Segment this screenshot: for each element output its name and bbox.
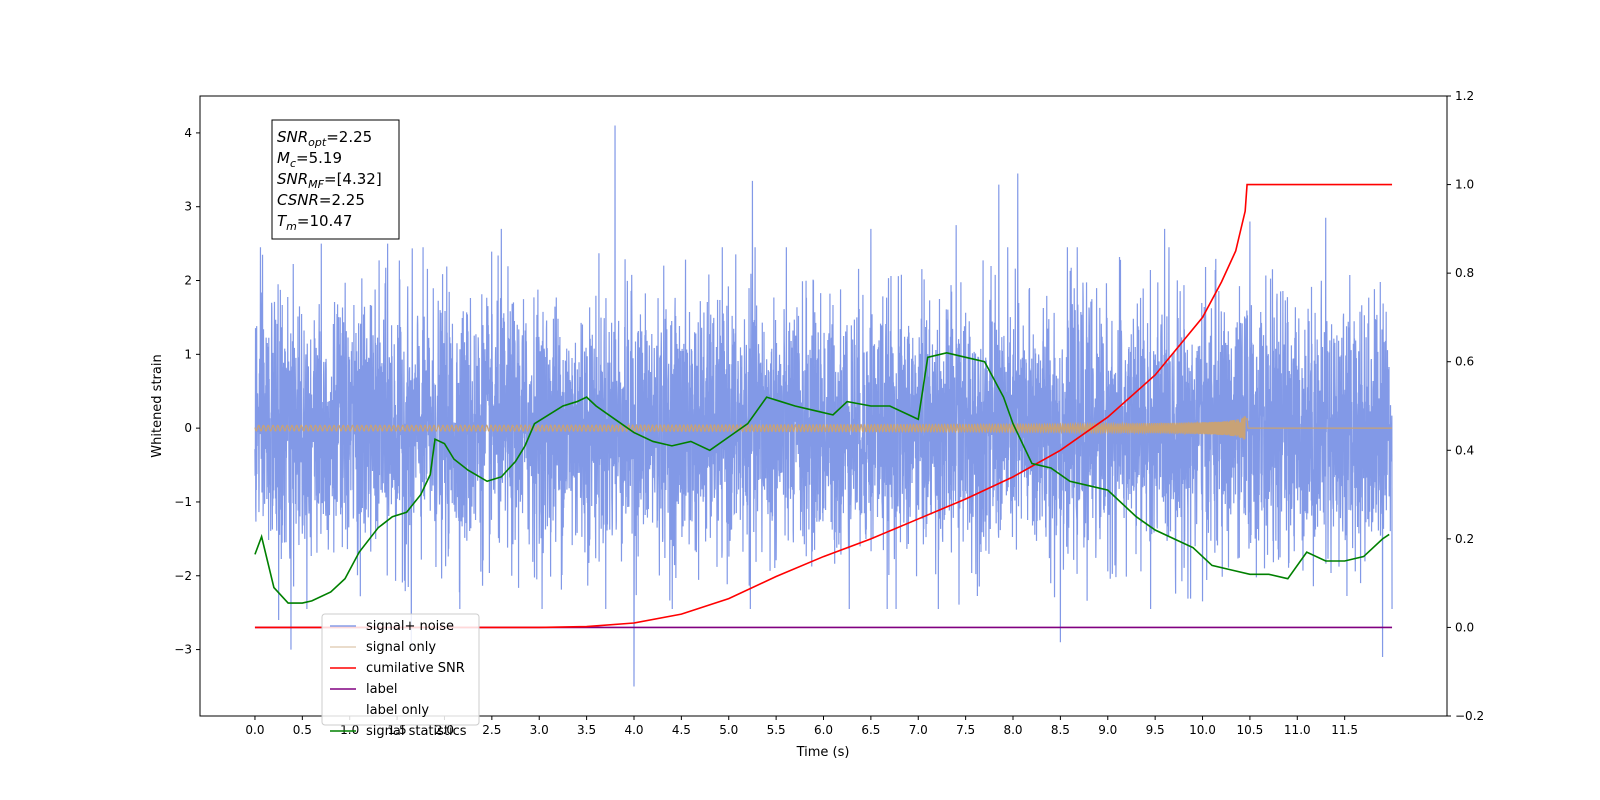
annotation-line: CSNR=2.25 bbox=[277, 191, 365, 209]
x-tick-label: 5.5 bbox=[767, 723, 786, 737]
series-signal-noise-line bbox=[254, 125, 1393, 687]
legend-label-label: label bbox=[366, 682, 397, 697]
annotation-line: SNRopt=2.25 bbox=[277, 128, 372, 149]
y2-tick-label: 1.0 bbox=[1455, 178, 1474, 192]
y-tick-label: 0 bbox=[184, 421, 192, 435]
legend-frame bbox=[321, 613, 480, 726]
x-tick-label: 11.0 bbox=[1284, 723, 1311, 737]
x-axis-label: Time (s) bbox=[796, 745, 850, 760]
x-tick-label: 7.5 bbox=[956, 723, 975, 737]
y2-tick-label: 0.2 bbox=[1455, 532, 1474, 546]
legend-label-signal-only: signal only bbox=[366, 640, 436, 655]
y2-tick-label: 1.2 bbox=[1455, 89, 1474, 103]
x-tick-label: 0.5 bbox=[293, 723, 312, 737]
x-tick-label: 6.0 bbox=[814, 723, 833, 737]
legend-label-label-only: label only bbox=[366, 703, 429, 718]
legend-label-cumilative-snr: cumilative SNR bbox=[366, 661, 465, 676]
x-axis: 0.0 0.5 1.0 1.5 2.0 2.5 3.0 3.5 4.0 4.5 5.0 5.5 6.0 6… bbox=[245, 716, 1358, 737]
x-tick-label: 3.5 bbox=[577, 723, 596, 737]
y-tick-label: −2 bbox=[174, 569, 192, 583]
x-tick-label: 9.0 bbox=[1098, 723, 1117, 737]
x-tick-label: 3.0 bbox=[530, 723, 549, 737]
y-tick-label: −3 bbox=[174, 643, 192, 657]
y-axis-label: Whitened strain bbox=[150, 354, 165, 457]
x-tick-label: 1.5 bbox=[388, 723, 407, 737]
y2-tick-label: −0.2 bbox=[1455, 709, 1484, 723]
x-tick-label: 7.0 bbox=[909, 723, 928, 737]
x-tick-label: 0.0 bbox=[245, 723, 264, 737]
legend-label-signal-statistics: signal statistics bbox=[366, 724, 467, 739]
x-tick-label: 2.0 bbox=[435, 723, 454, 737]
x-tick-label: 6.5 bbox=[861, 723, 880, 737]
x-tick-label: 2.5 bbox=[482, 723, 501, 737]
x-tick-label: 8.0 bbox=[1003, 723, 1022, 737]
y-tick-label: 1 bbox=[184, 347, 192, 361]
x-tick-label: 8.5 bbox=[1051, 723, 1070, 737]
annotation-line: Mc=5.19 bbox=[277, 149, 342, 170]
y-tick-label: 3 bbox=[184, 200, 192, 214]
y2-tick-label: 0.4 bbox=[1455, 443, 1474, 457]
y-tick-label: −1 bbox=[174, 495, 192, 509]
y-tick-label: 4 bbox=[184, 126, 192, 140]
x-tick-label: 1.0 bbox=[340, 723, 359, 737]
x-tick-label: 4.5 bbox=[672, 723, 691, 737]
annotation-frame bbox=[271, 119, 400, 240]
legend: signal+ noise signal only cumilative SNR la… bbox=[321, 613, 480, 739]
x-tick-label: 11.5 bbox=[1331, 723, 1358, 737]
legend-label-signal-noise: signal+ noise bbox=[366, 619, 454, 634]
y-axis-right: −0.2 0.0 0.2 0.4 0.6 0.8 1.0 1.2 bbox=[1447, 89, 1484, 723]
y2-tick-label: 0.8 bbox=[1455, 266, 1474, 280]
y2-tick-label: 0.0 bbox=[1455, 620, 1474, 634]
x-tick-label: 4.0 bbox=[624, 723, 643, 737]
y-tick-label: 2 bbox=[184, 274, 192, 288]
series-signal-only-line bbox=[254, 416, 1393, 440]
series-cumilative-snr-line bbox=[254, 183, 1393, 629]
y-axis-left: −3 −2 −1 0 1 2 3 4 bbox=[174, 126, 200, 657]
x-tick-label: 5.0 bbox=[719, 723, 738, 737]
series-signal-statistics-line bbox=[254, 352, 1390, 604]
annotation-line: Tm=10.47 bbox=[277, 212, 352, 233]
annotation-line: SNRMF=[4.32] bbox=[277, 170, 382, 191]
x-tick-label: 9.5 bbox=[1146, 723, 1165, 737]
y2-tick-label: 0.6 bbox=[1455, 355, 1474, 369]
x-tick-label: 10.0 bbox=[1189, 723, 1216, 737]
x-tick-label: 10.5 bbox=[1237, 723, 1264, 737]
